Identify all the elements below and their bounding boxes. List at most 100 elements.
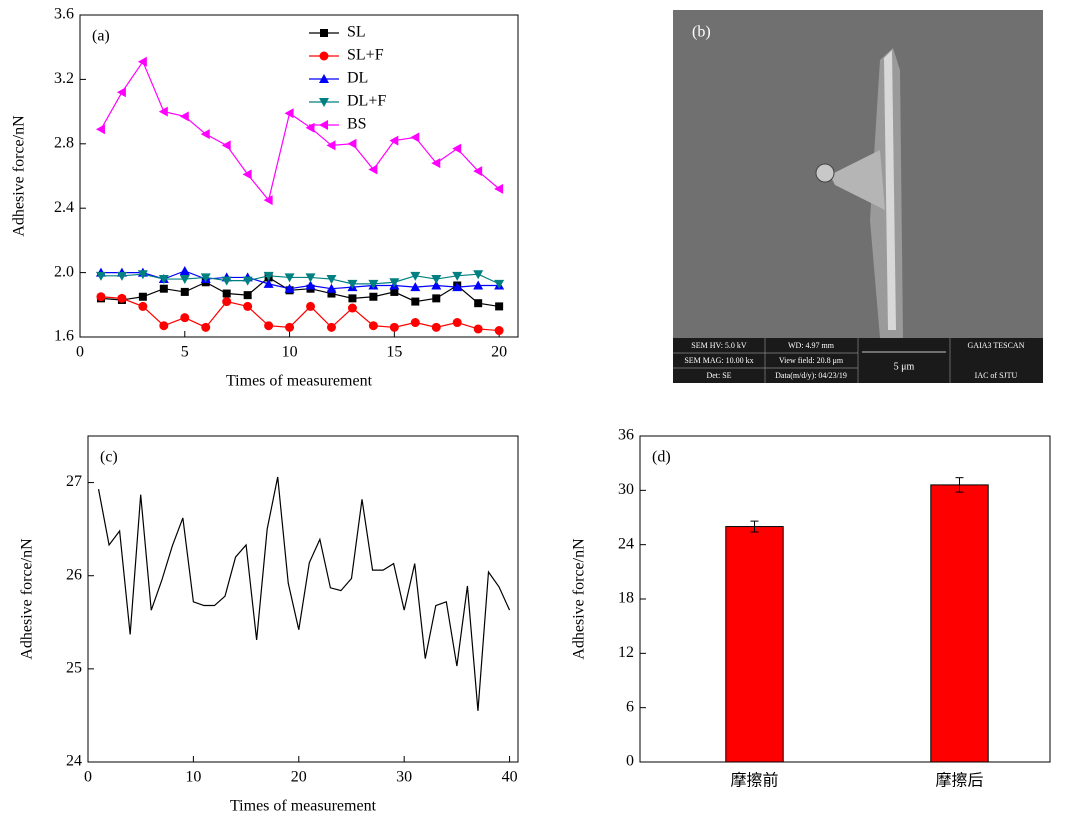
marker [96, 292, 106, 302]
marker [431, 322, 441, 332]
y-tick-label: 18 [618, 590, 634, 607]
x-tick-label: 0 [76, 344, 84, 361]
marker [473, 166, 483, 177]
marker [368, 279, 379, 289]
marker [284, 273, 295, 283]
marker [368, 321, 378, 331]
x-tick-label: 20 [491, 344, 507, 361]
y-tick-label: 24 [618, 535, 634, 552]
info: IAC of SJTU [975, 371, 1018, 380]
marker [452, 318, 462, 328]
x-tick-label: 10 [185, 769, 201, 786]
marker [389, 278, 400, 288]
y-tick-label: 3.2 [54, 70, 74, 87]
panel-label: (c) [100, 449, 118, 466]
marker [452, 282, 463, 292]
info: GAIA3 TESCAN [968, 341, 1025, 350]
x-tick-label: 15 [386, 344, 402, 361]
marker [432, 294, 441, 303]
marker [410, 282, 421, 292]
marker [159, 321, 169, 331]
marker [431, 280, 442, 290]
legend-label: DL [347, 70, 368, 87]
marker [137, 270, 148, 280]
marker [200, 129, 210, 140]
marker [264, 321, 274, 331]
y-tick-label: 2.8 [54, 134, 74, 151]
marker [327, 289, 336, 298]
marker [473, 280, 484, 290]
marker [347, 303, 357, 313]
x-tick-label: 20 [291, 769, 307, 786]
plot-frame [79, 14, 519, 338]
x-axis-label: Times of measurement [226, 373, 373, 390]
marker [305, 273, 316, 283]
marker [390, 287, 399, 296]
marker [179, 275, 190, 285]
line [100, 273, 500, 285]
panel-label: (b) [692, 24, 711, 41]
sem-image: (b) SEM HV: 5.0 kV WD: 4.97 mm GAIA3 TES… [673, 10, 1043, 383]
marker [263, 278, 274, 288]
marker [369, 292, 378, 301]
marker [179, 265, 190, 275]
marker [221, 140, 231, 151]
line [100, 60, 500, 202]
marker [452, 143, 462, 154]
marker [180, 287, 189, 296]
marker [222, 297, 232, 307]
marker [495, 302, 504, 311]
info: Det: SE [706, 371, 731, 380]
y-tick-label: 12 [618, 644, 634, 661]
info: WD: 4.97 mm [788, 341, 835, 350]
marker [319, 51, 329, 61]
y-tick-label: 2.4 [54, 199, 74, 216]
y-tick-label: 2.0 [54, 263, 74, 280]
info: SEM HV: 5.0 kV [691, 341, 747, 350]
info: SEM MAG: 10.00 kx [684, 356, 753, 365]
marker [137, 56, 147, 67]
y-axis-label: Adhesive force/nN [11, 115, 28, 237]
y-axis-label: Adhesive force/nN [19, 538, 36, 660]
marker [95, 271, 106, 281]
marker [319, 98, 329, 107]
marker [285, 322, 295, 332]
x-tick-label: 5 [181, 344, 189, 361]
marker [326, 283, 337, 293]
marker [158, 275, 169, 285]
marker [494, 279, 505, 289]
legend-label: DL+F [347, 93, 386, 110]
marker [411, 297, 420, 306]
marker [347, 138, 357, 149]
marker [410, 318, 420, 328]
marker [368, 164, 378, 175]
bar [725, 526, 784, 763]
y-tick-label: 36 [618, 427, 634, 444]
marker [494, 183, 504, 194]
legend-label: SL+F [347, 47, 384, 64]
marker [95, 124, 105, 135]
panel-label: (d) [652, 449, 671, 466]
plot-frame [87, 435, 519, 763]
marker [473, 270, 484, 280]
marker [263, 195, 273, 206]
marker [159, 284, 168, 293]
x-tick-label: 0 [84, 769, 92, 786]
marker [242, 169, 252, 180]
scale-bar-label: 5 μm [894, 361, 915, 372]
marker [201, 322, 211, 332]
marker [306, 301, 316, 311]
panel-label: (a) [92, 28, 110, 45]
marker [158, 106, 168, 117]
marker [116, 271, 127, 281]
y-tick-label: 6 [626, 698, 634, 715]
marker [347, 279, 358, 289]
marker [117, 293, 127, 303]
marker [410, 271, 421, 281]
x-tick-label: 摩擦前 [730, 772, 778, 790]
marker [474, 299, 483, 308]
info: Data(m/d/y): 04/23/19 [775, 371, 847, 380]
marker [410, 132, 420, 143]
marker [221, 276, 232, 286]
marker [179, 111, 189, 122]
